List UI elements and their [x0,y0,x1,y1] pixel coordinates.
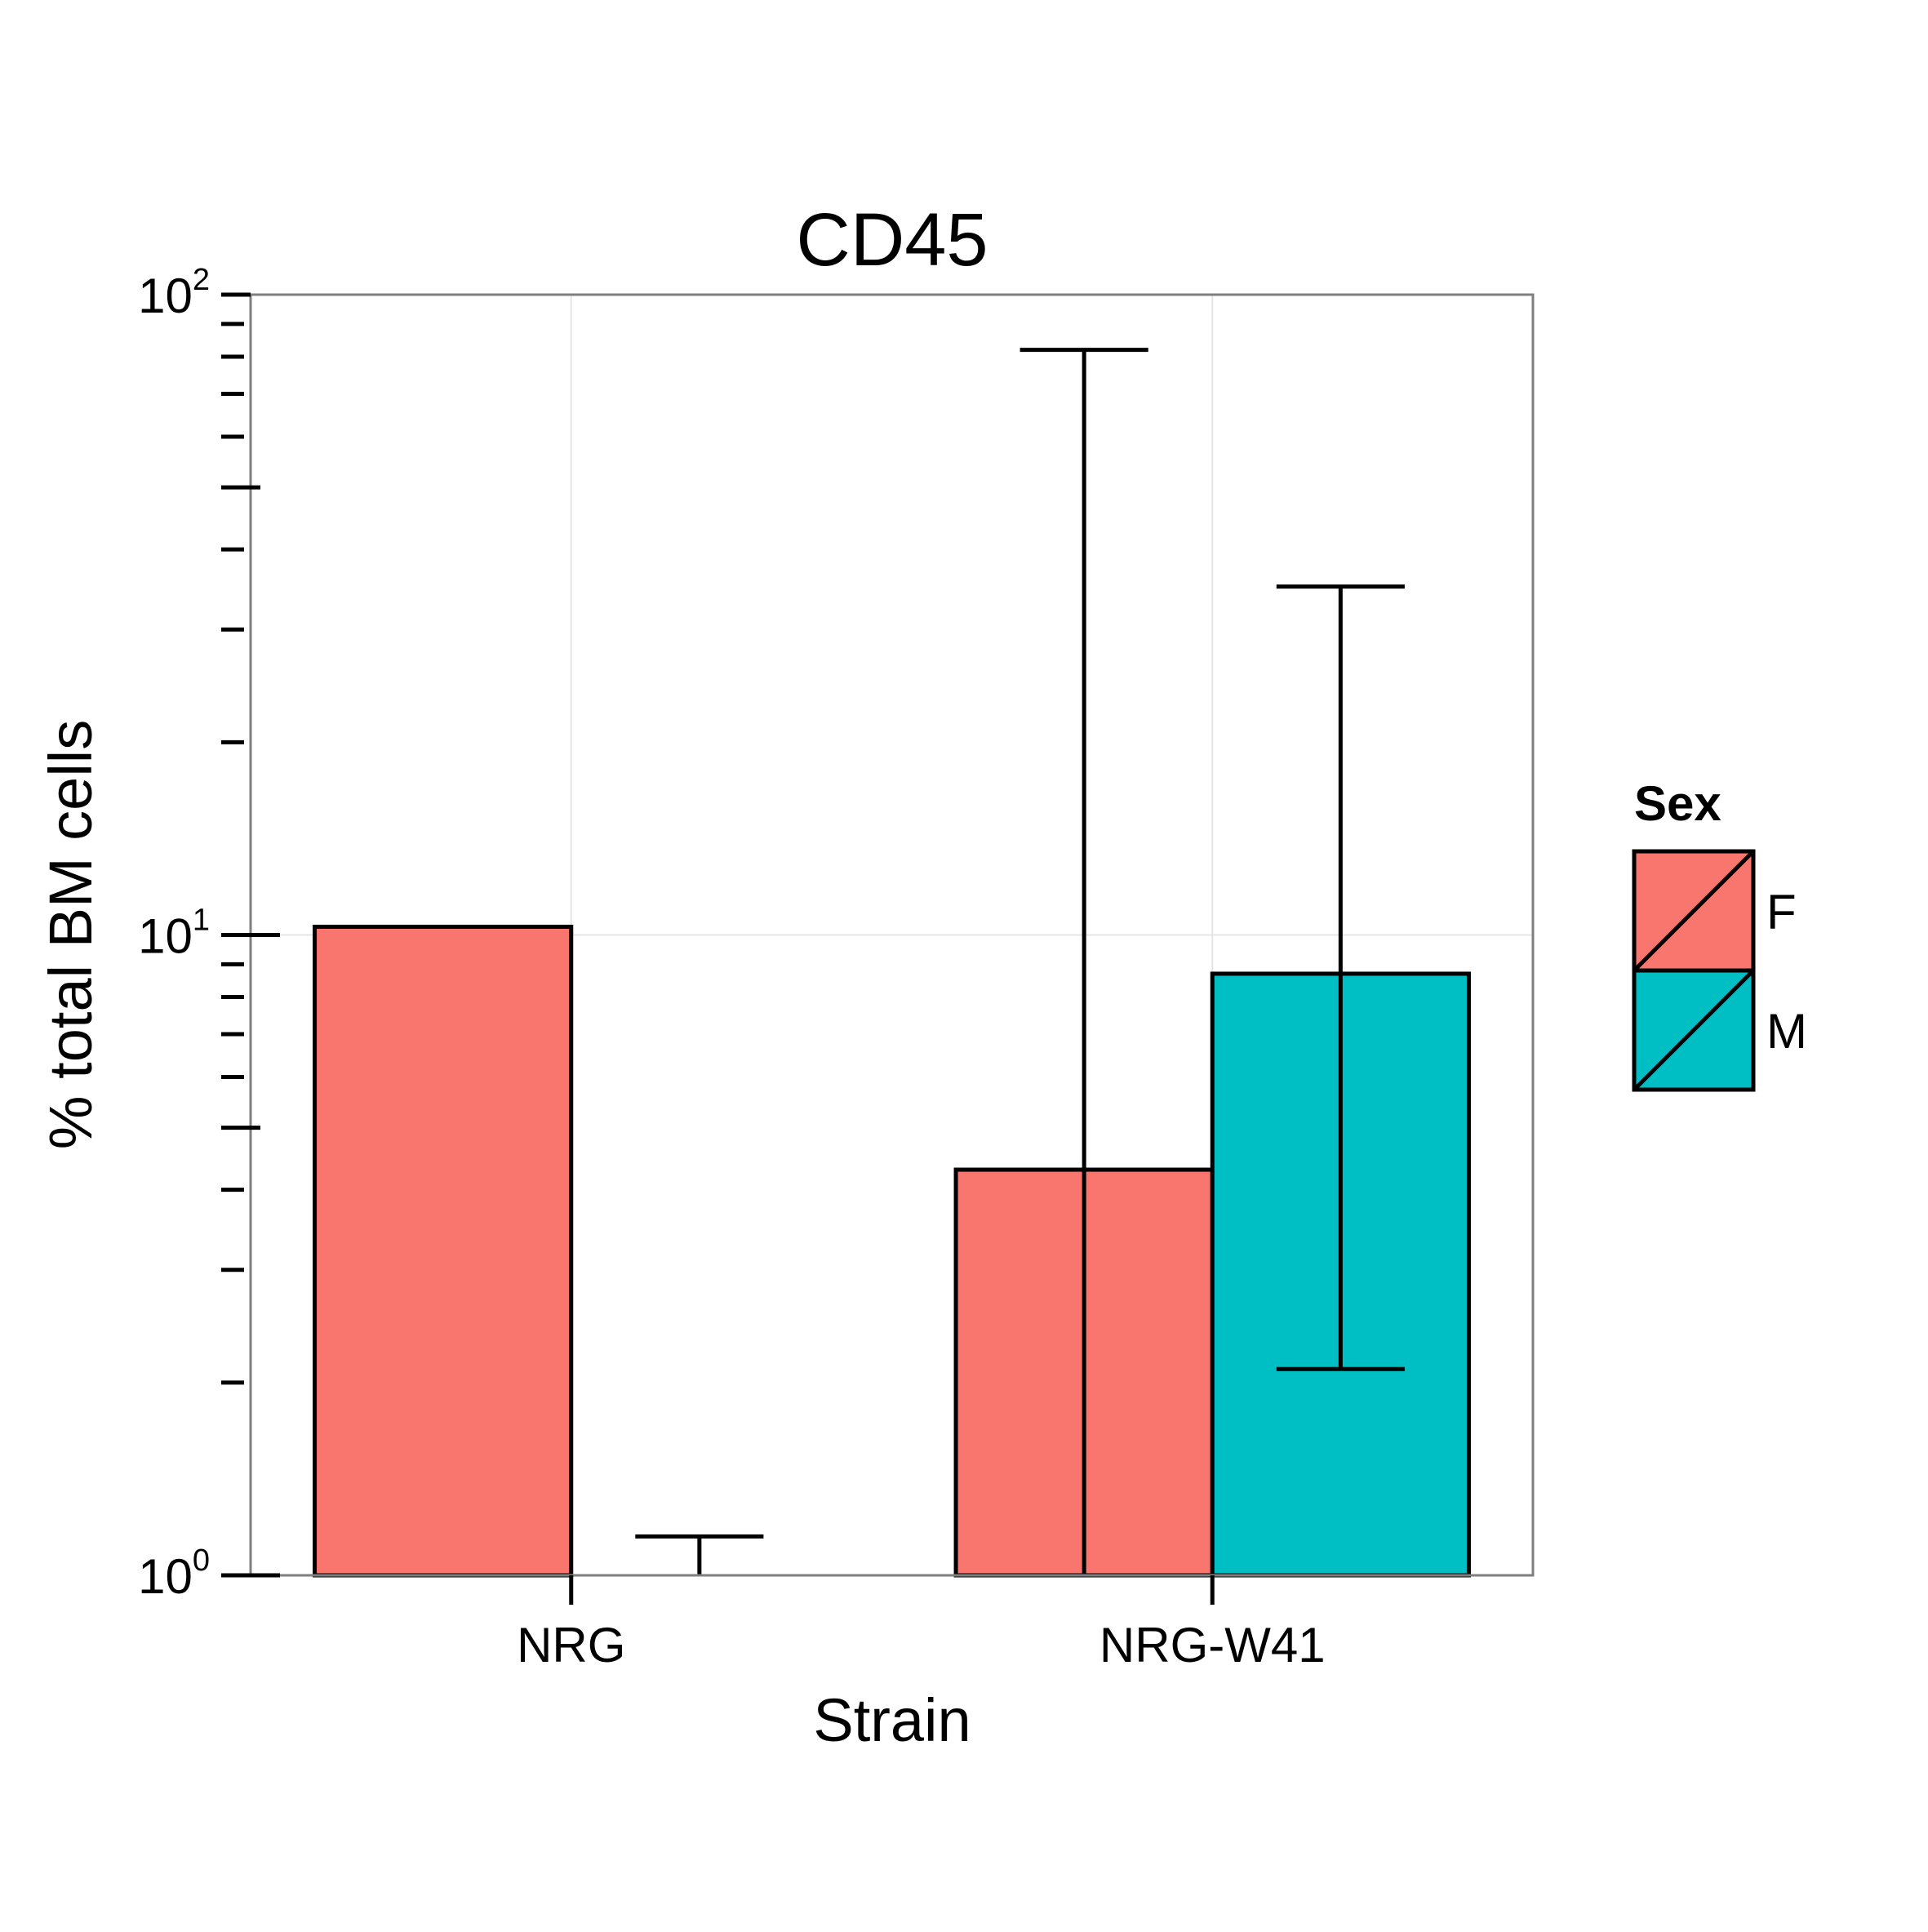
legend-key-slash [1633,969,1755,1091]
y-tick-label: 102 [138,263,210,323]
legend-title: Sex [1634,776,1721,831]
axis-layer: 100 101 102 NRG NRG-W41 [138,263,1325,1672]
y-tick-label: 100 [138,1543,210,1604]
legend-label-M: M [1766,1004,1807,1059]
y-tick-label: 101 [138,904,210,964]
legend-key-slash [1633,850,1755,972]
legend-label-F: F [1766,885,1797,939]
x-axis-title: Strain [813,1686,971,1754]
error-layer [635,348,1405,1575]
chart-title: CD45 [796,198,988,282]
y-axis-title: % total BM cells [37,720,104,1149]
x-tick-label: NRG [517,1618,625,1672]
legend: Sex F M [1632,776,1807,1092]
x-tick-label: NRG-W41 [1099,1618,1326,1672]
bar-F [313,924,574,1578]
